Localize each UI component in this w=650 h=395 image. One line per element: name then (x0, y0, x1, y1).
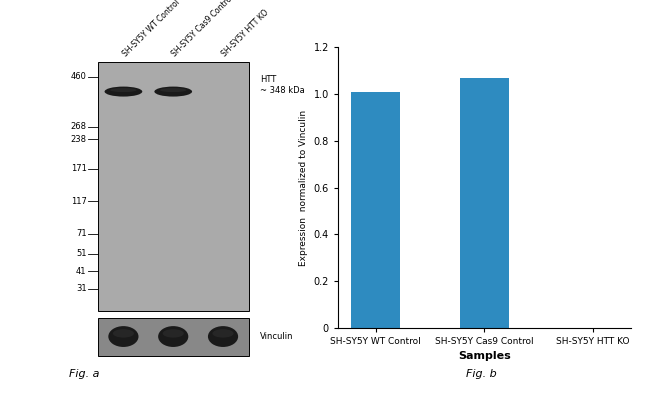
Ellipse shape (109, 326, 138, 347)
Ellipse shape (111, 88, 136, 92)
Text: Fig. b: Fig. b (465, 369, 497, 379)
Text: SH-SY5Y Cas9 Control: SH-SY5Y Cas9 Control (170, 0, 236, 58)
Text: 51: 51 (76, 249, 86, 258)
Text: 41: 41 (76, 267, 86, 276)
Text: 117: 117 (71, 197, 86, 206)
Y-axis label: Expression  normalized to Vinculin: Expression normalized to Vinculin (299, 109, 308, 266)
Ellipse shape (213, 329, 233, 338)
Bar (460, 78, 509, 328)
Text: SH-SY5Y WT Control: SH-SY5Y WT Control (121, 0, 181, 58)
Text: 268: 268 (71, 122, 86, 131)
Text: 171: 171 (71, 164, 86, 173)
Text: Vinculin: Vinculin (260, 332, 293, 341)
Bar (351, 92, 400, 328)
Text: 460: 460 (71, 72, 86, 81)
Ellipse shape (154, 87, 192, 96)
Ellipse shape (208, 326, 238, 347)
X-axis label: Samples: Samples (458, 352, 511, 361)
Ellipse shape (160, 88, 187, 92)
Ellipse shape (113, 329, 134, 338)
Ellipse shape (105, 87, 142, 96)
Text: SH-SY5Y HTT KO: SH-SY5Y HTT KO (220, 8, 270, 58)
Text: 238: 238 (71, 135, 86, 143)
Text: Fig. a: Fig. a (70, 369, 99, 379)
Ellipse shape (162, 329, 184, 338)
Ellipse shape (158, 326, 188, 347)
Text: HTT
~ 348 kDa: HTT ~ 348 kDa (260, 75, 305, 95)
Text: 71: 71 (76, 229, 86, 238)
Bar (98, 318, 249, 356)
Bar (98, 62, 249, 311)
Text: 31: 31 (76, 284, 86, 293)
